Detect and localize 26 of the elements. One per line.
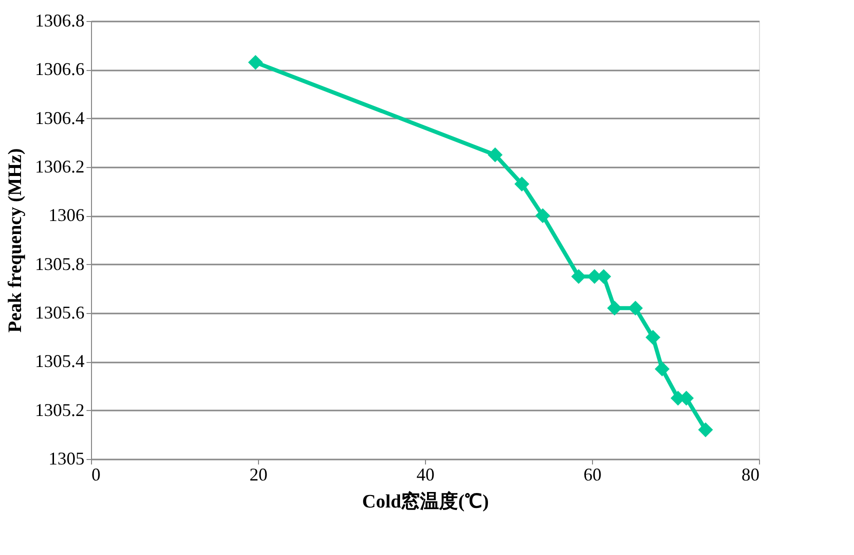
- point: [628, 300, 643, 316]
- y-tick-label: 1306: [48, 205, 84, 226]
- point: [646, 330, 660, 345]
- x-axis-title: Cold窓温度(℃): [362, 490, 489, 512]
- x-tick-label: 60: [584, 464, 602, 484]
- y-tick-label: 1306.8: [35, 10, 84, 30]
- x-tick-label: 40: [416, 464, 434, 484]
- x-tick-label: 20: [250, 464, 268, 484]
- point: [488, 147, 503, 162]
- point: [607, 300, 622, 316]
- x-tick-label: 80: [742, 464, 760, 484]
- point: [514, 176, 530, 192]
- y-tick-label: 1305.6: [35, 302, 84, 322]
- x-tick-label: 0: [92, 464, 100, 484]
- y-tick-label: 1306.2: [35, 156, 84, 176]
- point: [248, 54, 263, 70]
- y-axis-title: Peak frequency (MHz): [5, 148, 26, 333]
- y-tick-label: 1306.4: [35, 108, 84, 128]
- point: [654, 362, 670, 376]
- y-tick-label: 1305: [48, 448, 84, 468]
- y-tick-label: 1305.4: [35, 351, 84, 372]
- y-tick-label: 1306.6: [35, 59, 84, 80]
- point: [535, 208, 550, 224]
- point: [698, 422, 713, 438]
- y-tick-label: 1305.8: [35, 254, 84, 274]
- y-tick-label: 1305.2: [35, 400, 84, 420]
